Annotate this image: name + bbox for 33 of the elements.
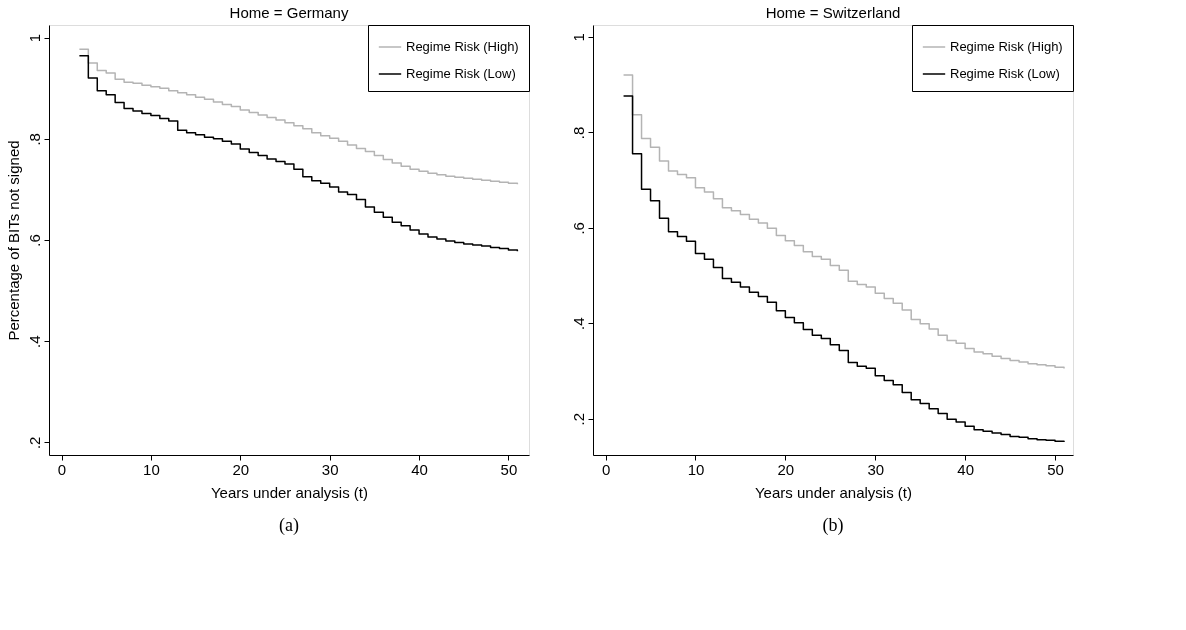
x-tick-label: 30 bbox=[867, 460, 885, 478]
y-tick-label: .6 bbox=[569, 222, 587, 235]
legend-label: Regime Risk (Low) bbox=[406, 66, 516, 81]
legend-label: Regime Risk (High) bbox=[950, 39, 1063, 54]
y-tick-label: .8 bbox=[25, 133, 43, 146]
x-tick-label: 10 bbox=[143, 460, 160, 478]
legend-label: Regime Risk (High) bbox=[406, 39, 519, 54]
chart-title: Home = Switzerland bbox=[765, 3, 901, 21]
x-tick-label: 40 bbox=[957, 460, 974, 478]
x-tick-label: 20 bbox=[777, 460, 795, 478]
x-tick-label: 20 bbox=[232, 460, 250, 478]
x-tick-label: 40 bbox=[411, 460, 428, 478]
y-tick-label: 1 bbox=[25, 33, 43, 43]
y-tick-label: .2 bbox=[25, 436, 43, 450]
x-tick-label: 50 bbox=[1047, 460, 1064, 478]
y-tick-label: .2 bbox=[569, 412, 587, 426]
text: (b) bbox=[822, 515, 844, 536]
y-tick-label: 1 bbox=[569, 33, 587, 42]
x-tick-label: 10 bbox=[687, 460, 705, 478]
x-axis-title: Years under analysis (t) bbox=[210, 483, 369, 501]
legend-label: Regime Risk (Low) bbox=[950, 66, 1060, 81]
y-tick-label: .4 bbox=[25, 335, 43, 348]
y-tick-label: .4 bbox=[569, 317, 587, 331]
x-tick-label: 0 bbox=[601, 460, 611, 478]
y-tick-label: .6 bbox=[25, 234, 43, 247]
y-tick-label: .8 bbox=[569, 126, 587, 140]
x-axis-title: Years under analysis (t) bbox=[754, 483, 913, 501]
x-tick-label: 0 bbox=[57, 460, 67, 478]
text: (a) bbox=[279, 515, 299, 536]
x-tick-label: 30 bbox=[321, 460, 339, 478]
x-tick-label: 50 bbox=[500, 460, 518, 478]
chart-title: Home = Germany bbox=[229, 3, 349, 21]
y-axis-title: Percentage of BITs not signed bbox=[4, 140, 22, 341]
